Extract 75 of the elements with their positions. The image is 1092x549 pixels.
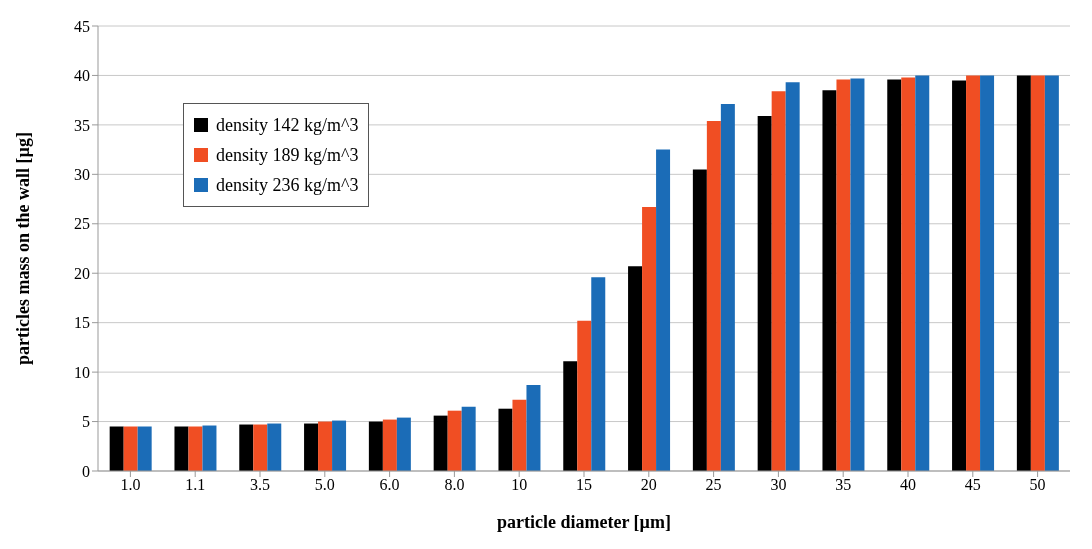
x-tick-label: 8.0 [444,476,465,494]
bar [137,426,152,471]
y-tick-label: 25 [74,215,90,233]
bar [447,410,462,471]
bar [915,75,930,471]
bar [1030,75,1045,471]
bar [267,423,282,471]
bar [628,266,643,471]
bar [901,77,916,471]
y-tick-label: 0 [82,462,90,480]
legend-label: density 142 kg/m^3 [216,114,359,136]
y-tick-label: 45 [74,17,90,35]
x-tick-label: 20 [640,476,657,494]
bar [980,75,995,471]
x-tick-label: 45 [964,476,981,494]
bar [318,421,333,471]
bar [591,277,606,471]
bar [692,169,707,471]
bar [526,384,541,471]
y-tick-label: 35 [74,116,90,134]
bar [706,120,721,471]
y-tick-label: 15 [74,314,90,332]
x-tick-label: 5.0 [314,476,335,494]
y-tick-label: 5 [82,413,90,431]
x-tick-label: 30 [770,476,787,494]
bar [396,417,411,471]
x-tick-label: 15 [576,476,592,494]
y-tick-label: 20 [74,264,90,282]
y-axis-title: particles mass on the wall [µg] [13,132,34,365]
bar [836,79,851,471]
bar [382,419,397,471]
bar [1044,75,1059,471]
bar [304,423,319,471]
bar [332,420,347,471]
bar [966,75,981,471]
y-tick-label: 40 [74,67,90,85]
bar [253,424,268,471]
legend-label: density 236 kg/m^3 [216,174,359,196]
bar [202,425,217,471]
bar [174,426,189,471]
y-tick-label: 10 [74,363,90,381]
bar [239,424,254,471]
x-axis-title: particle diameter [µm] [497,511,671,532]
bar [656,149,671,471]
bar [109,426,124,471]
bar [433,415,448,471]
bar [887,79,902,471]
bar [461,406,476,471]
x-tick-label: 1.1 [185,476,206,494]
x-tick-label: 35 [835,476,852,494]
x-tick-label: 3.5 [250,476,270,494]
bar [563,361,578,471]
legend-label: density 189 kg/m^3 [216,144,359,166]
x-tick-label: 50 [1029,476,1046,494]
bar [720,104,735,471]
bar [188,426,203,471]
bar [498,408,513,471]
x-tick-label: 6.0 [379,476,400,494]
bar [757,115,772,471]
bar [368,421,383,471]
bar [771,91,786,471]
bar [642,206,657,471]
x-tick-label: 25 [705,476,722,494]
bar [1016,75,1031,471]
bar [512,399,527,471]
bar [785,82,800,471]
bar [577,320,592,471]
bar [123,426,138,471]
x-tick-label: 1.0 [120,476,141,494]
bar [850,78,865,471]
x-tick-label: 40 [900,476,916,494]
x-tick-label: 10 [511,476,528,494]
bar [952,80,967,471]
y-tick-label: 30 [74,166,90,184]
bar [822,90,837,471]
